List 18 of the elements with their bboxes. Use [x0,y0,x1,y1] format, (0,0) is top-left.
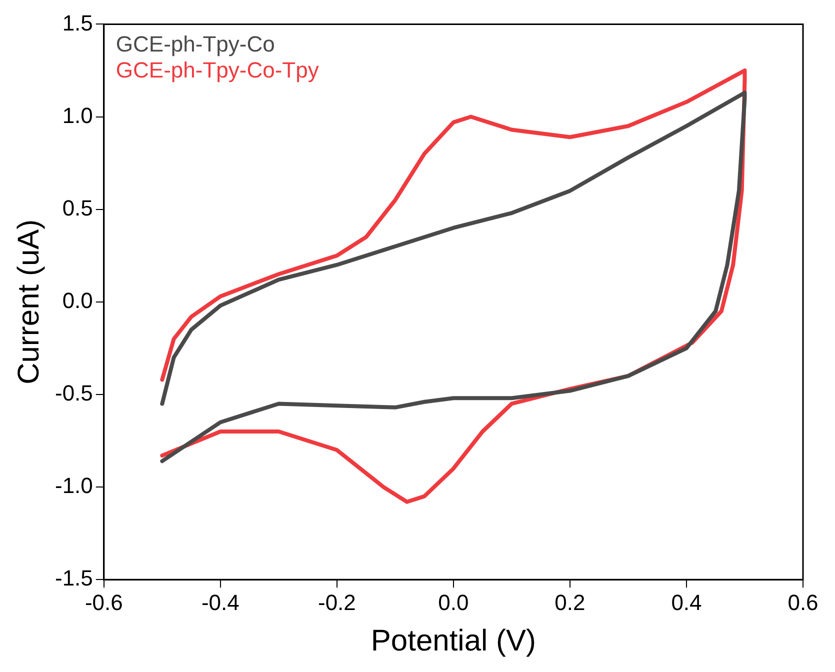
x-tick-label: 0.0 [438,590,469,615]
y-axis-title: Current (uA) [12,219,46,384]
x-tick-label: 0.6 [788,590,818,615]
x-tick-label: -0.4 [201,590,240,615]
x-tick-label: -0.2 [318,590,356,615]
x-tick-label: 0.2 [554,590,586,615]
y-tick-label: 1.5 [62,10,93,36]
x-axis-title: Potential (V) [370,624,536,658]
text: GCE-ph-Tpy-Co-Tpy [116,57,319,82]
x-tick-label: -0.6 [84,590,123,615]
y-tick-label: -1.5 [54,566,93,591]
text: GCE-ph-Tpy-Co [116,31,275,56]
x-tick-label: 0.4 [671,590,702,615]
y-tick-label: 0.0 [62,288,93,313]
y-tick-label: 0.5 [62,195,93,220]
y-tick-label: -1.0 [54,473,93,498]
y-tick-label: -0.5 [54,380,93,406]
y-tick-label: 1.0 [62,102,93,128]
